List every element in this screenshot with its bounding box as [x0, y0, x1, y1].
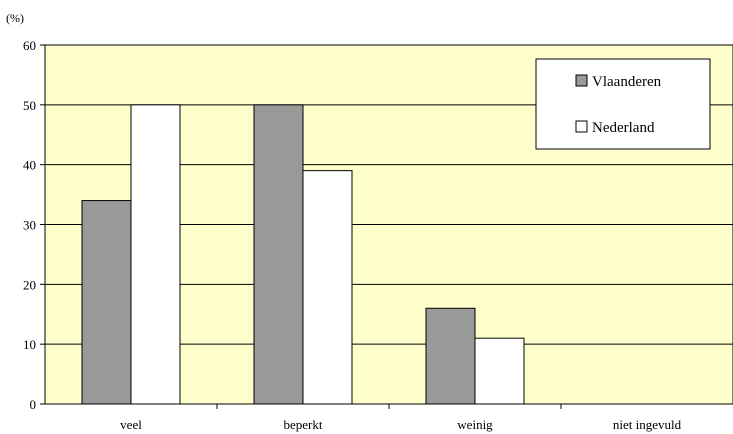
- legend-box: [535, 58, 711, 150]
- legend-swatch-vlaanderen: [575, 74, 588, 87]
- y-unit-label: (%): [6, 11, 24, 25]
- legend: Vlaanderen Nederland: [535, 58, 711, 150]
- axes: 0 10 20 30 40 50 60 veel beperkt weinig niet ingev…: [23, 38, 733, 432]
- bar-vlaanderen-weinig: [425, 307, 476, 405]
- y-tick-label: 10: [23, 337, 36, 352]
- y-tick-label: 50: [23, 98, 36, 113]
- x-tick-label: beperkt: [284, 417, 323, 432]
- y-tick-label: 30: [23, 218, 36, 233]
- x-tick-label: weinig: [457, 417, 493, 432]
- y-tick-label: 40: [23, 158, 36, 173]
- y-tick-label: 0: [30, 397, 37, 412]
- x-tick-label: niet ingevuld: [613, 417, 682, 432]
- legend-label-nederland: Nederland: [592, 120, 655, 136]
- bars: [81, 104, 525, 405]
- legend-swatch-nederland: [575, 120, 588, 133]
- bar-nederland-beperkt: [302, 170, 353, 405]
- bar-nederland-veel: [130, 104, 181, 405]
- bar-vlaanderen-veel: [81, 200, 132, 405]
- x-tick-label: veel: [120, 417, 142, 432]
- y-tick-label: 60: [23, 38, 36, 53]
- legend-label-vlaanderen: Vlaanderen: [592, 74, 662, 90]
- bar-vlaanderen-beperkt: [253, 104, 304, 405]
- bar-nederland-weinig: [474, 337, 525, 405]
- y-tick-label: 20: [23, 277, 36, 292]
